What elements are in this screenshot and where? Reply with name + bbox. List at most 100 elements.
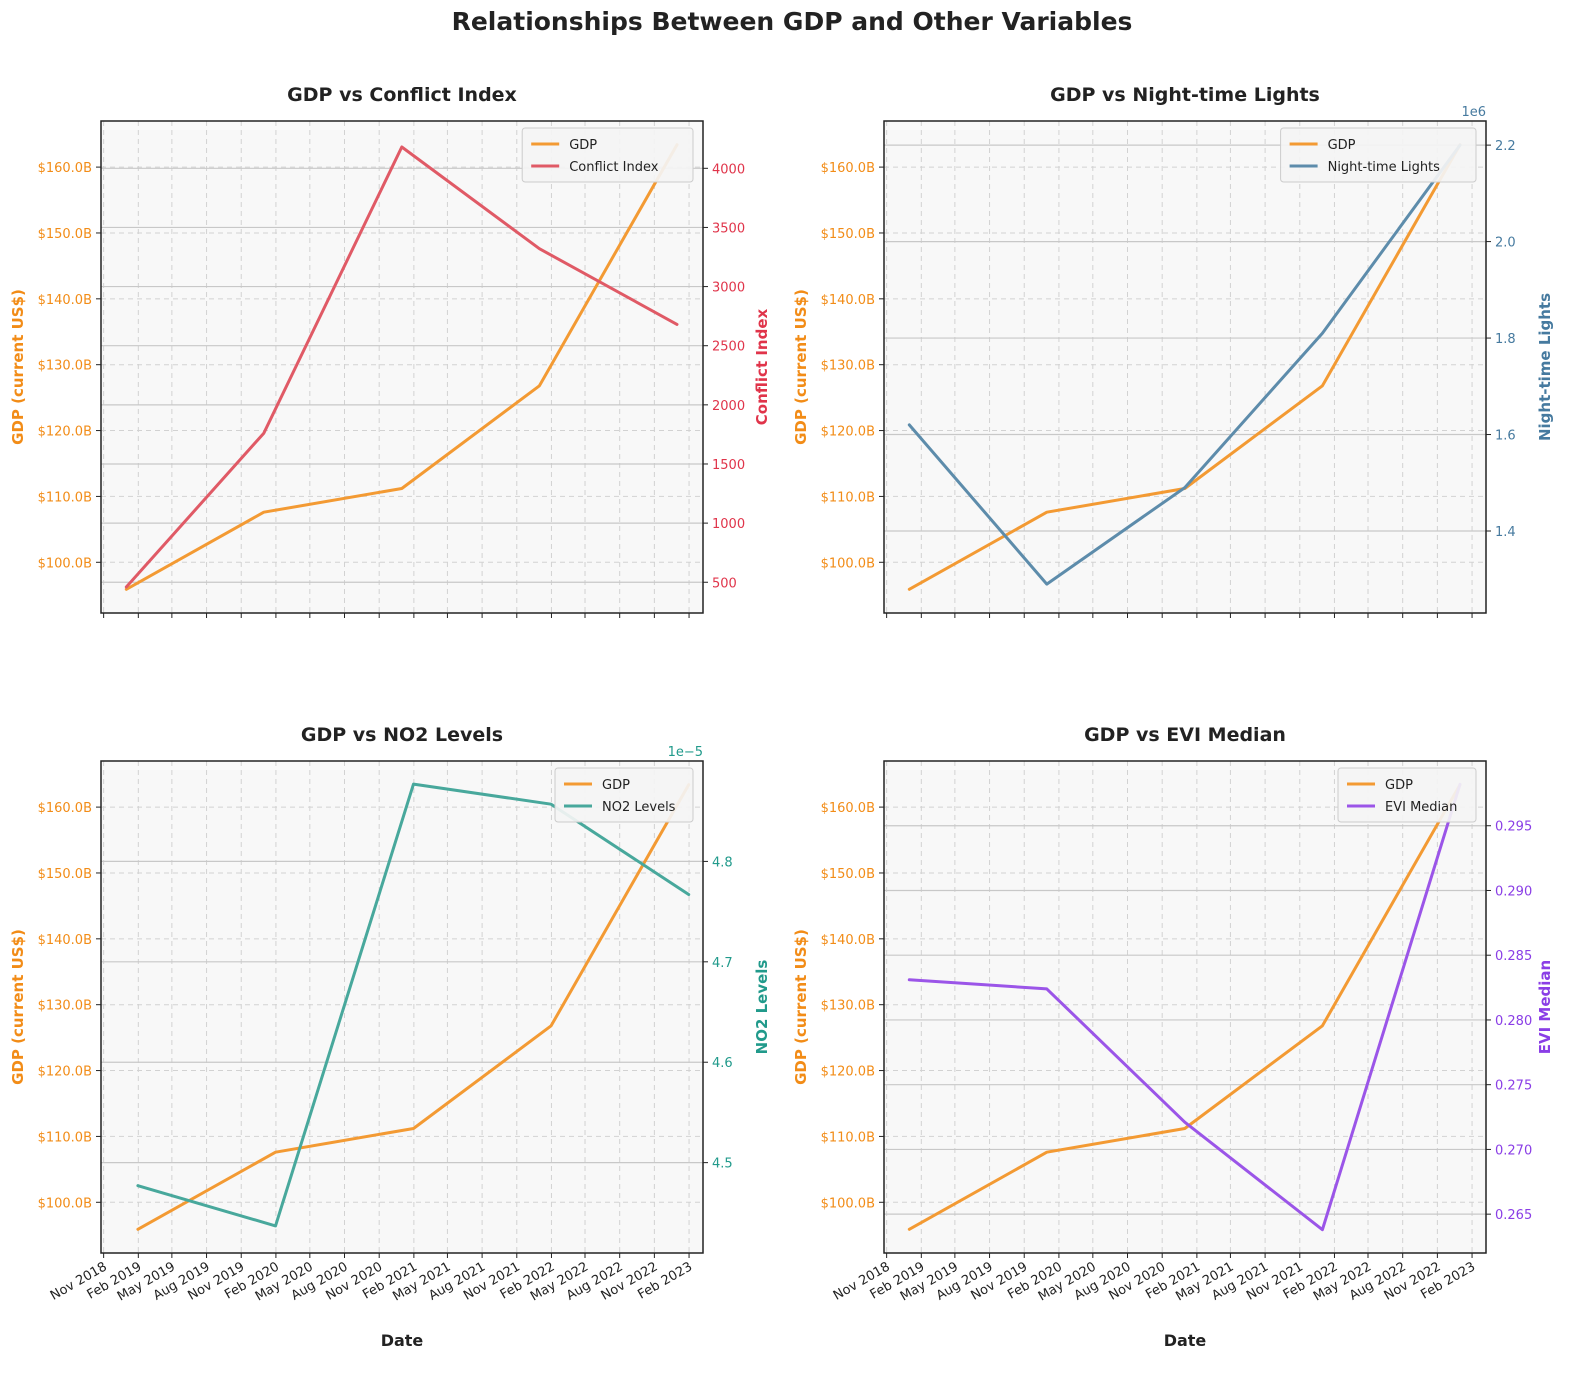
y-right-tick-label: 0.290 xyxy=(1495,884,1532,899)
y-right-tick-label: 4.6 xyxy=(712,1056,733,1071)
plot-area xyxy=(884,761,1486,1253)
y-right-tick-label: 4000 xyxy=(712,162,745,177)
panel-2: $100.0B $110.0B $120.0B $130.0B $140.0B $150.… xyxy=(792,84,1554,618)
plot-area xyxy=(101,761,703,1253)
panel-3: $100.0B $110.0B $120.0B $130.0B $140.0B $150.… xyxy=(9,724,771,1350)
y-right-offset: 1e−5 xyxy=(668,745,703,760)
series-line-gdp xyxy=(136,783,691,1231)
y-left-axis-label: GDP (current US$) xyxy=(792,289,810,445)
y-left-tick-label: $150.0B xyxy=(38,227,92,242)
y-left-axis-label: GDP (current US$) xyxy=(792,929,810,1085)
y-left-tick-label: $100.0B xyxy=(38,556,92,571)
y-right-tick-label: 0.295 xyxy=(1495,820,1532,835)
y-left-tick-label: $100.0B xyxy=(821,556,875,571)
y-left-tick-label: $130.0B xyxy=(38,999,92,1014)
panel-title: GDP vs EVI Median xyxy=(1084,724,1286,746)
plot-frame xyxy=(883,120,1487,614)
y-left-axis-label: GDP (current US$) xyxy=(9,289,27,445)
y-left-tick-label: $140.0B xyxy=(821,933,875,948)
plot-frame xyxy=(100,120,704,614)
y-right-tick-label: 1.4 xyxy=(1495,525,1516,540)
y-left-tick-label: $120.0B xyxy=(821,425,875,440)
y-right-tick-label: 2.0 xyxy=(1495,236,1516,251)
legend-label-night-time-lights: Night-time Lights xyxy=(1328,160,1441,175)
y-left-tick-label: $110.0B xyxy=(821,1130,875,1145)
legend-label-evi-median: EVI Median xyxy=(1385,800,1457,815)
y-left-tick-label: $160.0B xyxy=(38,801,92,816)
y-left-tick-label: $100.0B xyxy=(38,1196,92,1211)
y-left-tick-label: $120.0B xyxy=(38,1065,92,1080)
legend-box xyxy=(1337,767,1477,823)
y-left-tick-label: $130.0B xyxy=(821,999,875,1014)
y-left-tick-label: $160.0B xyxy=(38,161,92,176)
series-line-evi-median xyxy=(907,782,1462,1232)
panel-title: GDP vs NO2 Levels xyxy=(301,724,503,746)
y-left-tick-label: $100.0B xyxy=(821,1196,875,1211)
plot-area xyxy=(884,121,1486,613)
y-left-tick-label: $120.0B xyxy=(821,1065,875,1080)
legend: GDP Conflict Index xyxy=(521,127,694,183)
x-axis-label: Date xyxy=(381,1331,424,1350)
series-line-gdp xyxy=(907,783,1462,1231)
legend-box xyxy=(1280,127,1477,183)
y-left-tick-label: $130.0B xyxy=(821,359,875,374)
legend-label-conflict-index: Conflict Index xyxy=(569,160,659,175)
y-right-tick-label: 0.285 xyxy=(1495,949,1532,964)
panel-4: $100.0B $110.0B $120.0B $130.0B $140.0B $150.… xyxy=(792,724,1554,1350)
y-left-axis-label: GDP (current US$) xyxy=(9,929,27,1085)
y-left-tick-label: $150.0B xyxy=(821,227,875,242)
legend: GDP EVI Median xyxy=(1337,767,1477,823)
y-right-offset: 1e6 xyxy=(1461,105,1486,120)
y-right-axis-label: EVI Median xyxy=(1536,960,1554,1054)
legend-label-gdp: GDP xyxy=(602,778,630,793)
y-right-tick-label: 1500 xyxy=(712,458,745,473)
y-right-tick-label: 4.8 xyxy=(712,855,733,870)
legend-label-gdp: GDP xyxy=(1385,778,1413,793)
plot-area xyxy=(101,121,703,613)
y-left-tick-label: $140.0B xyxy=(38,933,92,948)
series-line-gdp xyxy=(124,143,679,591)
legend-box xyxy=(521,127,694,183)
series-line-no2-levels xyxy=(136,782,691,1228)
legend-label-no2-levels: NO2 Levels xyxy=(602,800,676,815)
y-left-tick-label: $160.0B xyxy=(821,801,875,816)
y-right-tick-label: 0.270 xyxy=(1495,1143,1532,1158)
y-right-tick-label: 1.6 xyxy=(1495,429,1516,444)
y-right-axis-label: Conflict Index xyxy=(753,308,771,425)
y-left-tick-label: $150.0B xyxy=(38,867,92,882)
y-right-axis-label: NO2 Levels xyxy=(753,960,771,1055)
y-left-tick-label: $110.0B xyxy=(821,490,875,505)
y-right-axis-label: Night-time Lights xyxy=(1536,293,1554,441)
y-left-tick-label: $130.0B xyxy=(38,359,92,374)
y-left-tick-label: $110.0B xyxy=(38,1130,92,1145)
figure-title: Relationships Between GDP and Other Vari… xyxy=(452,7,1133,36)
y-right-tick-label: 1000 xyxy=(712,517,745,532)
y-right-tick-label: 3000 xyxy=(712,281,745,296)
y-right-tick-label: 500 xyxy=(712,576,737,591)
y-right-tick-label: 4.5 xyxy=(712,1157,733,1172)
panel-title: GDP vs Night-time Lights xyxy=(1050,84,1320,106)
y-right-tick-label: 0.280 xyxy=(1495,1014,1532,1029)
legend-label-gdp: GDP xyxy=(1328,138,1356,153)
y-left-tick-label: $150.0B xyxy=(821,867,875,882)
y-right-tick-label: 3500 xyxy=(712,221,745,236)
plot-frame xyxy=(100,760,704,1254)
legend-label-gdp: GDP xyxy=(569,138,597,153)
y-right-tick-label: 1.8 xyxy=(1495,332,1516,347)
y-right-tick-label: 4.7 xyxy=(712,956,733,971)
series-line-night-time-lights xyxy=(907,143,1462,586)
y-left-tick-label: $140.0B xyxy=(821,293,875,308)
y-left-tick-label: $110.0B xyxy=(38,490,92,505)
y-right-tick-label: 2000 xyxy=(712,399,745,414)
legend-box xyxy=(554,767,694,823)
legend: GDP Night-time Lights xyxy=(1280,127,1477,183)
y-right-tick-label: 2.2 xyxy=(1495,139,1516,154)
y-left-tick-label: $160.0B xyxy=(821,161,875,176)
panel-1: $100.0B $110.0B $120.0B $130.0B $140.0B $150.… xyxy=(9,84,771,618)
plot-frame xyxy=(883,760,1487,1254)
y-right-tick-label: 0.265 xyxy=(1495,1208,1532,1223)
y-left-tick-label: $140.0B xyxy=(38,293,92,308)
y-right-tick-label: 0.275 xyxy=(1495,1079,1532,1094)
legend: GDP NO2 Levels xyxy=(554,767,694,823)
